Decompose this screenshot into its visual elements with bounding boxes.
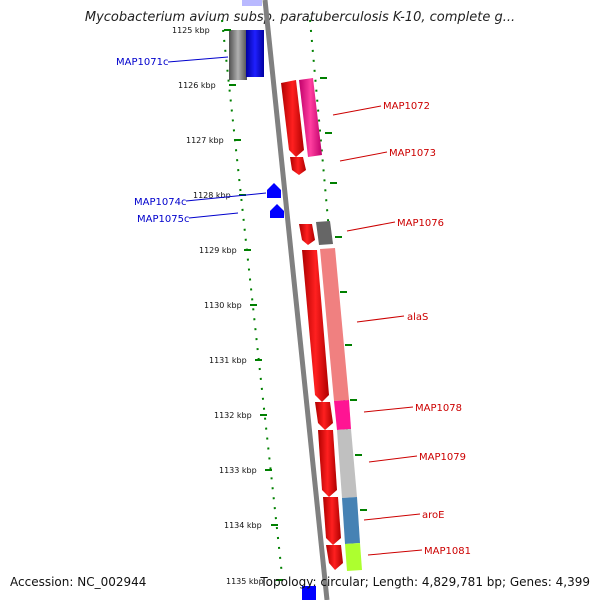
- leader-MAP1078: [363, 406, 414, 413]
- gene-label-MAP1074c[interactable]: MAP1074c: [134, 197, 186, 208]
- gene-arrow-aroE: [323, 497, 341, 545]
- gene-arrow-MAP1072: [281, 80, 304, 157]
- gene-label-aroE[interactable]: aroE: [422, 510, 444, 521]
- tick-label-1128: 1128 kbp: [193, 191, 231, 200]
- gene-label-MAP1078[interactable]: MAP1078: [415, 403, 462, 414]
- leader-MAP1076: [346, 221, 396, 232]
- gene-label-MAP1075c[interactable]: MAP1075c: [137, 214, 189, 225]
- leader-MAP1081: [367, 549, 423, 556]
- gene-block-salmon-alaS: [320, 248, 349, 401]
- tick-label-1131: 1131 kbp: [209, 356, 247, 365]
- gene-arrow-MAP1075c: [270, 204, 284, 218]
- outer-guide-line-left: [221, 19, 283, 576]
- tick-label-1130: 1130 kbp: [204, 301, 242, 310]
- gene-label-alaS[interactable]: alaS: [407, 312, 428, 323]
- leader-MAP1071c: [167, 56, 229, 63]
- leader-alaS: [356, 315, 405, 323]
- gene-label-MAP1076[interactable]: MAP1076: [397, 218, 444, 229]
- tick-label-1127: 1127 kbp: [186, 136, 224, 145]
- tick-label-1132: 1132 kbp: [214, 411, 252, 420]
- leader-aroE: [363, 513, 421, 521]
- gene-block-blue-left: [246, 30, 264, 77]
- gene-arrow-MAP1079: [318, 430, 337, 497]
- leader-MAP1075c: [188, 212, 239, 219]
- leader-MAP1074c: [185, 192, 267, 202]
- gene-block-blue-bottom: [302, 586, 316, 600]
- gene-block-pink-MAP1078: [334, 400, 351, 430]
- tick-label-1134: 1134 kbp: [224, 521, 262, 530]
- backbone-line: [262, 0, 330, 600]
- right-gene-labels: MAP1072 MAP1073 MAP1076 alaS MAP1078 MAP…: [332, 101, 471, 557]
- topology-stats-label: Topology: circular; Length: 4,829,781 bp…: [260, 575, 590, 589]
- gene-label-MAP1081[interactable]: MAP1081: [424, 546, 471, 557]
- leader-MAP1072: [332, 105, 382, 116]
- leader-MAP1073: [339, 151, 388, 162]
- gene-block-grey-MAP1076: [316, 221, 333, 245]
- gene-label-MAP1073[interactable]: MAP1073: [389, 148, 436, 159]
- gene-label-MAP1071c[interactable]: MAP1071c: [116, 57, 168, 68]
- gene-arrow-MAP1074c: [267, 183, 281, 198]
- gene-block-steel-aroE: [342, 497, 360, 544]
- kbp-ticks: 1125 kbp 1126 kbp 1127 kbp 1128 kbp 1129…: [172, 26, 367, 586]
- map-title: Mycobacterium avium subsp. paratuberculo…: [84, 10, 516, 25]
- gene-arrow-MAP1076: [299, 224, 315, 245]
- gene-arrow-MAP1078: [315, 402, 333, 430]
- gene-block-top-fade: [242, 0, 262, 6]
- tick-label-1135: 1135 kbp: [226, 577, 264, 586]
- tick-label-1126: 1126 kbp: [178, 81, 216, 90]
- tick-label-1133: 1133 kbp: [219, 466, 257, 475]
- gene-block-lime-MAP1081: [345, 543, 362, 571]
- accession-label: Accession: NC_002944: [10, 575, 147, 589]
- gene-arrow-MAP1081: [326, 545, 343, 570]
- left-gene-labels: MAP1071c MAP1074c MAP1075c: [116, 56, 267, 225]
- leader-MAP1079: [368, 455, 418, 463]
- tick-label-1125: 1125 kbp: [172, 26, 210, 35]
- gene-block-pink-MAP1072: [299, 78, 322, 157]
- tick-label-1129: 1129 kbp: [199, 246, 237, 255]
- gene-block-grey-left: [229, 30, 247, 80]
- gene-label-MAP1072[interactable]: MAP1072: [383, 101, 430, 112]
- gene-block-lightgrey-MAP1079: [337, 429, 357, 498]
- gene-arrow-MAP1073: [290, 157, 306, 175]
- gene-label-MAP1079[interactable]: MAP1079: [419, 452, 466, 463]
- gene-arrow-alaS: [302, 250, 329, 402]
